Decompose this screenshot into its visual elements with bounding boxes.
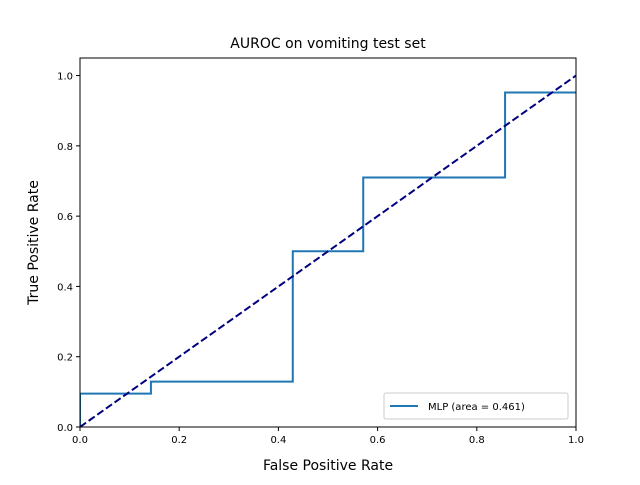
y-tick-label: 0.6	[57, 212, 73, 223]
axes-frame	[79, 57, 577, 428]
y-tick-label: 0.0	[57, 423, 73, 434]
x-tick-label: 0.8	[469, 435, 485, 446]
y-tick-label: 0.8	[57, 142, 73, 153]
legend-label-mlp: MLP (area = 0.461)	[428, 402, 525, 413]
y-tick-label: 0.2	[57, 353, 73, 364]
y-tick-label: 1.0	[57, 72, 73, 83]
x-tick-label: 0.4	[270, 435, 286, 446]
chart-title: AUROC on vomiting test set	[230, 36, 426, 52]
x-tick-label: 0.0	[72, 435, 88, 446]
legend-box	[383, 392, 569, 420]
series-layer	[80, 74, 576, 427]
y-axis-label: True Positive Rate	[26, 180, 42, 306]
x-tick-label: 1.0	[568, 435, 584, 446]
legend: MLP (area = 0.461)	[383, 392, 569, 420]
chance-diagonal-line	[80, 74, 576, 427]
y-tick-label: 0.4	[57, 282, 73, 293]
x-tick-label: 0.6	[370, 435, 386, 446]
x-tick-label: 0.2	[171, 435, 187, 446]
x-axis-label: False Positive Rate	[263, 458, 393, 474]
tick-layer: 0.0 0.2 0.4 0.6 0.8 1.0 0.0 0.2 0.4 0.6 0.8 1.0	[57, 72, 584, 446]
